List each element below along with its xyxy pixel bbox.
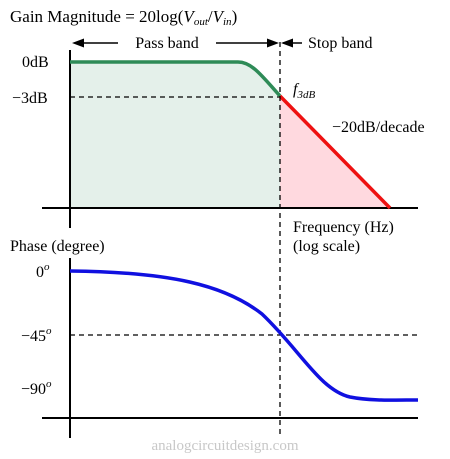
stopband-arrow-head — [281, 38, 293, 48]
magnitude-plot: Gain Magnitude = 20log(Vout/Vin) Pass ba… — [10, 7, 425, 255]
phase-plot: Phase (degree) 0o −45o −90o — [10, 238, 419, 438]
stop-band-label: Stop band — [308, 35, 372, 52]
frequency-axis-label: Frequency (Hz) — [293, 219, 394, 236]
f3db-label: f3dB — [293, 81, 315, 101]
phase-tick-minus-45: −45o — [21, 325, 52, 345]
phase-curve — [69, 269, 419, 402]
pass-band-label: Pass band — [135, 35, 199, 52]
phase-title: Phase (degree) — [10, 238, 105, 255]
minus-3db-label: −3dB — [12, 90, 48, 107]
passband-arrow-left-head — [72, 38, 84, 48]
rolloff-label: −20dB/decade — [332, 119, 425, 136]
zero-db-label: 0dB — [22, 54, 49, 71]
phase-tick-0: 0o — [36, 261, 50, 281]
magnitude-title: Gain Magnitude = 20log(Vout/Vin) — [10, 7, 237, 28]
phase-tick-minus-90: −90o — [21, 378, 52, 398]
frequency-axis-sublabel: (log scale) — [293, 238, 360, 255]
passband-curve — [70, 60, 282, 98]
passband-arrow-right-head — [267, 38, 279, 48]
passband-fill-area — [70, 62, 280, 208]
watermark-text: analogcircuitdesign.com — [151, 438, 298, 454]
stopband-curve — [278, 94, 392, 210]
